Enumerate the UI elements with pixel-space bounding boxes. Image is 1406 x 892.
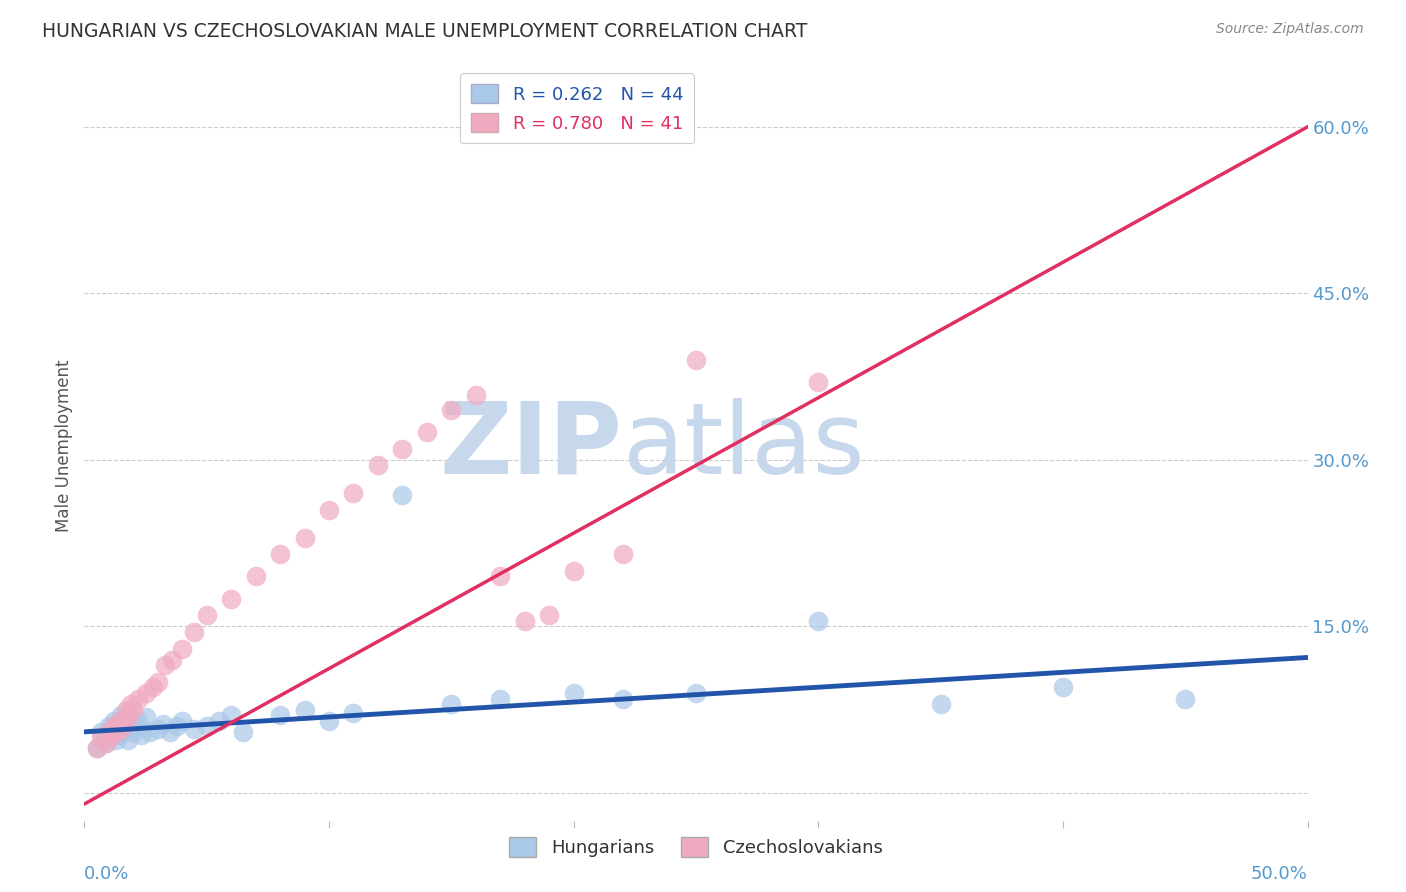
Point: [110, 722, 132, 736]
Point: [172, 714, 194, 728]
Point: [685, 686, 707, 700]
Point: [103, 714, 125, 728]
Point: [245, 569, 267, 583]
Point: [232, 724, 254, 739]
Text: Source: ZipAtlas.com: Source: ZipAtlas.com: [1216, 22, 1364, 37]
Point: [86, 741, 108, 756]
Point: [269, 547, 291, 561]
Point: [685, 353, 707, 368]
Legend: Hungarians, Czechoslovakians: Hungarians, Czechoslovakians: [502, 830, 890, 864]
Point: [172, 641, 194, 656]
Point: [159, 724, 181, 739]
Point: [100, 731, 122, 745]
Point: [391, 442, 413, 456]
Point: [807, 375, 830, 389]
Point: [112, 714, 135, 728]
Point: [612, 547, 634, 561]
Point: [183, 722, 205, 736]
Text: atlas: atlas: [623, 398, 865, 494]
Point: [135, 710, 157, 724]
Point: [152, 717, 174, 731]
Point: [612, 691, 634, 706]
Point: [162, 653, 184, 667]
Point: [146, 722, 169, 736]
Point: [464, 388, 486, 402]
Point: [139, 724, 162, 739]
Point: [117, 710, 139, 724]
Point: [142, 681, 165, 695]
Point: [1174, 691, 1197, 706]
Point: [294, 703, 316, 717]
Point: [342, 486, 364, 500]
Point: [153, 658, 176, 673]
Y-axis label: Male Unemployment: Male Unemployment: [55, 359, 73, 533]
Point: [112, 724, 135, 739]
Point: [440, 403, 463, 417]
Text: 50.0%: 50.0%: [1251, 865, 1308, 883]
Point: [105, 724, 128, 739]
Point: [318, 503, 340, 517]
Point: [440, 697, 463, 711]
Point: [294, 531, 316, 545]
Point: [195, 719, 218, 733]
Point: [120, 722, 142, 736]
Point: [97, 719, 120, 733]
Point: [183, 624, 205, 639]
Point: [90, 731, 112, 745]
Point: [107, 714, 129, 728]
Point: [125, 719, 148, 733]
Point: [391, 488, 413, 502]
Text: ZIP: ZIP: [440, 398, 623, 494]
Point: [135, 686, 157, 700]
Point: [807, 614, 830, 628]
Point: [96, 736, 118, 750]
Point: [120, 697, 142, 711]
Point: [117, 732, 139, 747]
Point: [1052, 681, 1074, 695]
Point: [208, 714, 231, 728]
Point: [513, 614, 536, 628]
Point: [166, 719, 188, 733]
Point: [100, 731, 122, 745]
Point: [146, 674, 169, 689]
Point: [219, 591, 242, 606]
Point: [110, 722, 132, 736]
Point: [538, 608, 561, 623]
Point: [129, 728, 152, 742]
Point: [367, 458, 389, 473]
Point: [416, 425, 439, 439]
Point: [195, 608, 218, 623]
Text: 0.0%: 0.0%: [84, 865, 129, 883]
Point: [115, 703, 138, 717]
Point: [110, 708, 132, 723]
Point: [219, 708, 242, 723]
Point: [122, 724, 145, 739]
Point: [318, 714, 340, 728]
Point: [489, 569, 512, 583]
Point: [97, 724, 120, 739]
Point: [489, 691, 512, 706]
Point: [562, 686, 585, 700]
Point: [127, 714, 149, 728]
Point: [86, 741, 108, 756]
Point: [269, 708, 291, 723]
Point: [929, 697, 952, 711]
Point: [105, 732, 128, 747]
Point: [122, 703, 145, 717]
Point: [107, 728, 129, 742]
Point: [115, 717, 138, 731]
Point: [127, 691, 149, 706]
Point: [342, 706, 364, 720]
Point: [96, 736, 118, 750]
Text: HUNGARIAN VS CZECHOSLOVAKIAN MALE UNEMPLOYMENT CORRELATION CHART: HUNGARIAN VS CZECHOSLOVAKIAN MALE UNEMPL…: [42, 22, 807, 41]
Point: [103, 719, 125, 733]
Point: [562, 564, 585, 578]
Point: [90, 724, 112, 739]
